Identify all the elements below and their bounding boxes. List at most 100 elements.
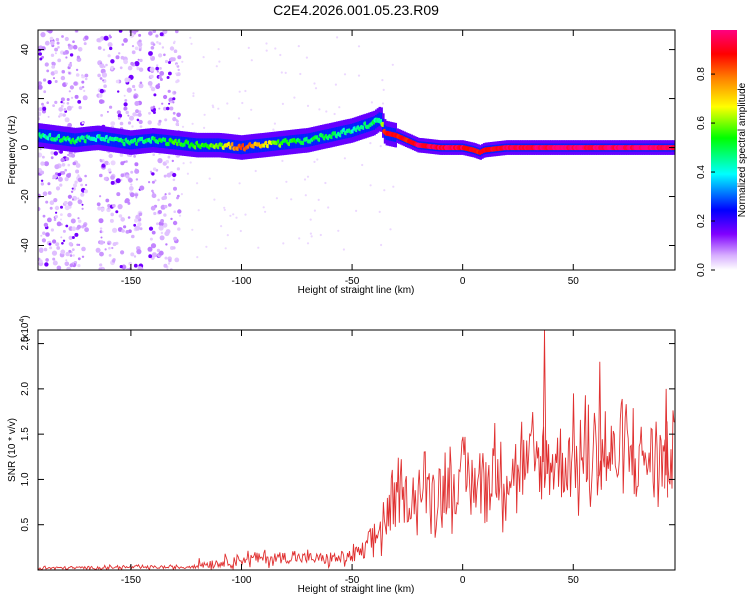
noise-point	[97, 206, 102, 211]
noise-point	[109, 218, 114, 223]
noise-point	[127, 114, 130, 117]
noise-point	[81, 85, 85, 89]
noise-point	[169, 106, 174, 111]
noise-point	[53, 198, 58, 203]
noise-point	[138, 33, 142, 37]
noise-point	[134, 30, 139, 33]
noise-point	[101, 72, 108, 78]
noise-point	[297, 45, 300, 48]
noise-point	[265, 42, 268, 45]
noise-point	[98, 99, 104, 104]
noise-point	[192, 92, 195, 95]
noise-point	[50, 156, 54, 160]
noise-point	[99, 173, 103, 178]
noise-point	[174, 257, 180, 263]
noise-point	[306, 175, 310, 178]
noise-point	[182, 162, 185, 165]
noise-point	[69, 263, 74, 268]
noise-point	[74, 232, 79, 237]
noise-point	[190, 42, 193, 45]
noise-point	[98, 218, 104, 224]
noise-point	[62, 229, 66, 233]
noise-point	[378, 210, 381, 213]
noise-point	[124, 198, 130, 204]
noise-point	[284, 71, 287, 74]
noise-point	[217, 107, 220, 110]
noise-point	[99, 77, 103, 80]
noise-point	[45, 232, 50, 237]
noise-point	[96, 38, 101, 43]
noise-point	[117, 204, 123, 210]
noise-point	[99, 240, 104, 245]
noise-point	[49, 200, 55, 205]
noise-point	[250, 59, 253, 62]
noise-point	[83, 89, 86, 92]
noise-point	[56, 246, 61, 250]
noise-point	[54, 100, 58, 104]
noise-point	[158, 42, 162, 45]
noise-point	[392, 185, 395, 188]
noise-point	[176, 167, 180, 171]
ridge-band	[139, 134, 143, 149]
noise-point	[213, 198, 216, 201]
noise-point	[223, 208, 226, 211]
noise-point	[79, 86, 83, 91]
noise-point	[279, 53, 282, 57]
noise-point	[76, 55, 80, 59]
noise-point	[38, 81, 42, 86]
noise-point	[173, 49, 178, 53]
noise-point	[39, 148, 42, 151]
noise-point	[128, 261, 132, 266]
noise-point	[163, 263, 168, 268]
noise-point	[44, 161, 49, 167]
noise-point	[381, 102, 385, 105]
noise-point	[133, 95, 137, 99]
noise-point	[68, 72, 71, 75]
noise-point	[325, 110, 328, 113]
noise-point	[232, 213, 235, 216]
noise-point	[157, 122, 161, 126]
noise-point	[380, 243, 383, 247]
noise-point	[98, 267, 103, 270]
noise-point	[151, 230, 156, 235]
noise-point	[104, 248, 107, 251]
noise-point	[115, 178, 121, 184]
noise-point	[115, 79, 120, 84]
noise-point	[156, 64, 159, 67]
noise-point	[83, 189, 89, 194]
noise-point	[119, 153, 124, 157]
noise-point	[137, 266, 143, 270]
noise-point	[75, 73, 80, 77]
noise-point	[77, 264, 81, 268]
noise-point	[197, 209, 200, 212]
noise-point	[52, 239, 57, 244]
noise-point	[389, 228, 392, 231]
noise-point	[101, 163, 106, 168]
noise-point	[281, 159, 284, 162]
noise-point	[112, 259, 115, 263]
noise-point	[158, 225, 164, 231]
noise-point	[391, 63, 394, 66]
noise-point	[153, 93, 157, 97]
spectrogram-panel: -150 -100 -50 0 50 40 20 0 -20 -40 Height of stra…	[7, 29, 676, 296]
noise-point	[68, 242, 73, 246]
noise-point	[38, 206, 41, 212]
noise-point	[75, 30, 79, 33]
noise-point	[134, 61, 140, 67]
noise-point	[45, 200, 49, 204]
noise-point	[136, 249, 142, 255]
noise-point	[165, 243, 168, 246]
noise-point	[128, 186, 134, 191]
noise-point	[152, 43, 156, 46]
spectrogram-ylabel: Frequency (Hz)	[7, 116, 18, 185]
x-tick-label: -150	[121, 575, 141, 586]
noise-point	[229, 214, 232, 217]
noise-point	[85, 183, 88, 187]
noise-point	[65, 56, 68, 59]
noise-point	[50, 40, 55, 46]
noise-point	[77, 257, 81, 261]
noise-point	[379, 145, 382, 148]
noise-point	[158, 107, 161, 110]
noise-point	[61, 70, 65, 74]
noise-point	[127, 65, 133, 71]
